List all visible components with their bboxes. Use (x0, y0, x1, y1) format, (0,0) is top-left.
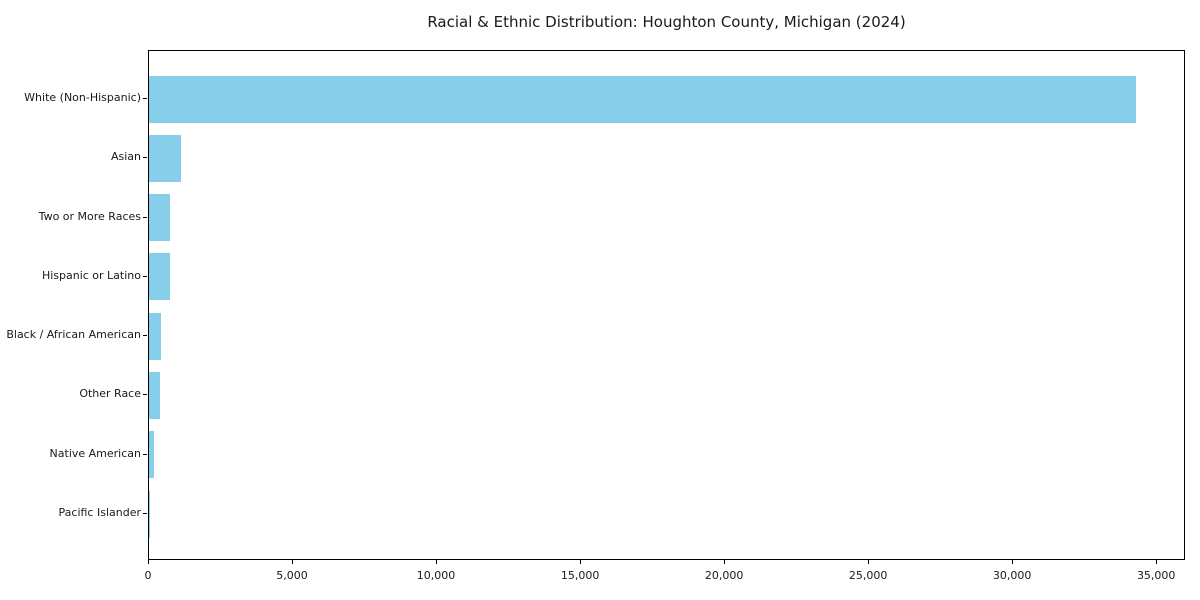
bar-pacific-islander (149, 490, 150, 538)
y-label-two-or-more-races: Two or More Races (38, 209, 141, 223)
x-tick-label-10-000: 10,000 (416, 569, 456, 582)
y-tick-mark (143, 275, 147, 277)
y-label-white-non-hispanic: White (Non-Hispanic) (24, 91, 141, 104)
bar-black-african-american (149, 312, 162, 360)
bar-white-non-hispanic (149, 75, 1136, 123)
x-tick-label-25-000: 25,000 (848, 569, 888, 582)
x-tick-mark (580, 560, 582, 564)
x-tick-label-5-000: 5,000 (276, 569, 308, 582)
y-tick-mark (143, 394, 147, 396)
x-tick-mark (868, 560, 870, 564)
bar-native-american (149, 431, 155, 479)
y-tick-mark (143, 513, 147, 515)
x-tick-label-30-000: 30,000 (992, 569, 1032, 582)
bar-two-or-more-races (149, 194, 171, 242)
x-tick-label-35-000: 35,000 (1136, 569, 1176, 582)
x-tick-mark (1156, 560, 1158, 564)
y-label-hispanic-or-latino: Hispanic or Latino (41, 268, 141, 282)
y-label-asian: Asian (110, 150, 141, 164)
y-tick-mark (143, 98, 147, 99)
y-label-native-american: Native American (49, 446, 141, 460)
x-tick-mark (724, 560, 726, 564)
x-tick-mark (292, 560, 294, 564)
x-tick-mark (148, 560, 149, 564)
bar-hispanic-or-latino (149, 253, 171, 301)
bar-asian (149, 134, 181, 182)
x-tick-mark (1012, 560, 1014, 564)
y-label-other-race: Other Race (79, 387, 141, 401)
y-tick-mark (143, 216, 147, 218)
x-tick-label-20-000: 20,000 (704, 569, 744, 582)
y-tick-mark (143, 157, 147, 159)
x-tick-label-15-000: 15,000 (560, 569, 600, 582)
y-tick-mark (143, 335, 147, 337)
x-tick-label-0: 0 (144, 569, 152, 582)
y-label-black-african-american: Black / African American (6, 328, 141, 342)
chart-title: Racial & Ethnic Distribution: Houghton C… (427, 13, 906, 31)
plot-area (148, 50, 1185, 560)
x-tick-mark (436, 560, 438, 564)
y-label-pacific-islander: Pacific Islander (58, 506, 141, 520)
y-tick-mark (143, 453, 147, 455)
bar-other-race (149, 371, 160, 419)
